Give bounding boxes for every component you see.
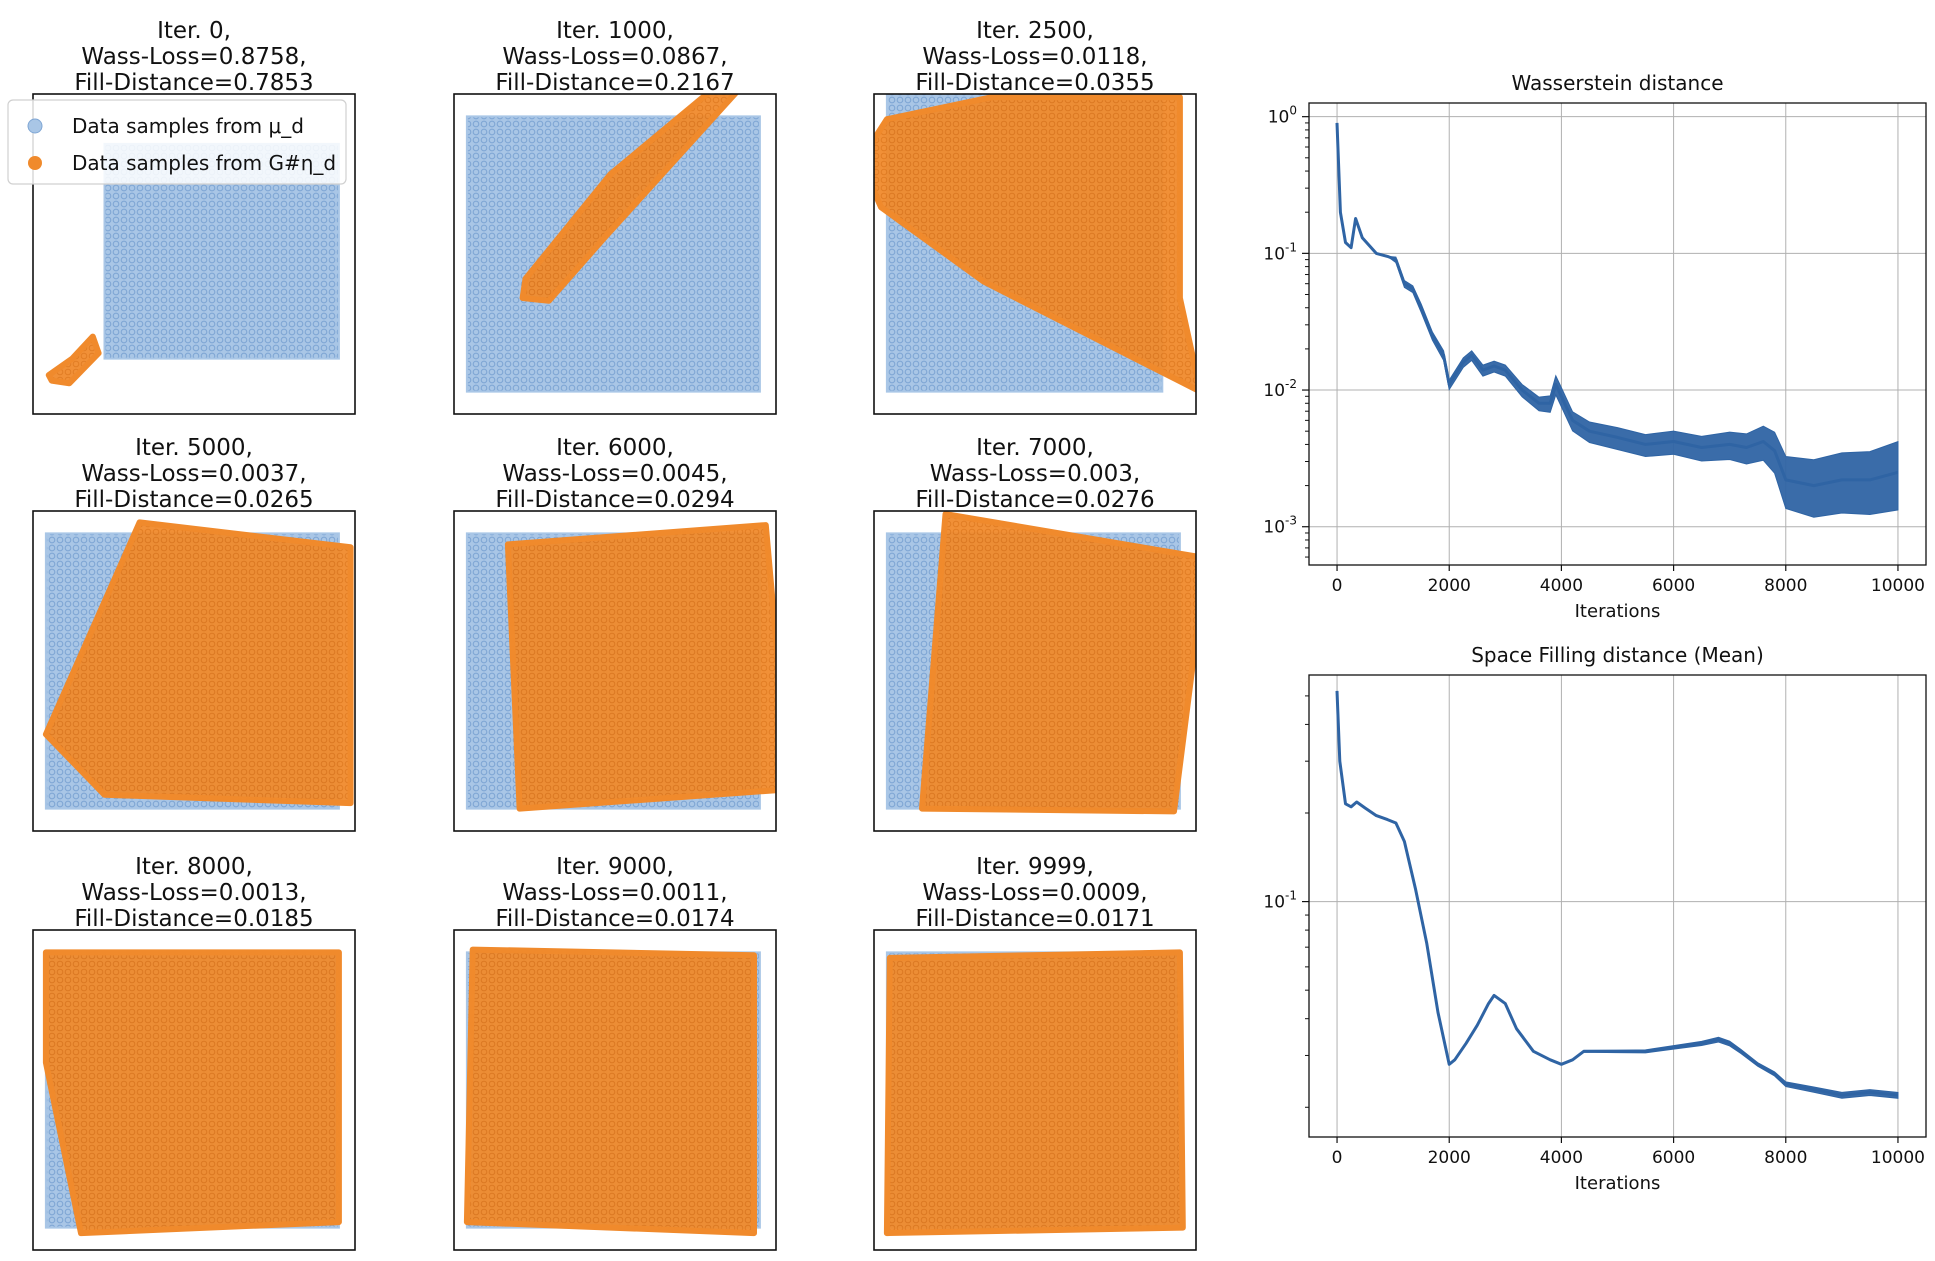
panel-wass-loss-label: Wass-Loss=0.8758, <box>81 44 306 70</box>
generated-samples-region <box>463 946 757 1237</box>
legend: Data samples from μ_d Data samples from G… <box>7 99 347 185</box>
line-chart: Space Filling distance (Mean) 0 2000 4000 60… <box>1263 643 1927 1194</box>
x-tick-label: 10000 <box>1871 576 1925 596</box>
panel-wass-loss-label: Wass-Loss=0.0118, <box>922 44 1147 70</box>
generated-samples-region <box>874 94 1196 393</box>
panel-fill-distance-label: Fill-Distance=0.0185 <box>74 906 313 932</box>
snapshot-panel: Iter. 9999,Wass-Loss=0.0009,Fill-Distanc… <box>873 854 1197 1251</box>
legend-label-generated: Data samples from G#η_d <box>72 151 336 175</box>
x-tick-label: 2000 <box>1428 1148 1471 1168</box>
panel-wass-loss-label: Wass-Loss=0.0867, <box>502 44 727 70</box>
panel-fill-distance-label: Fill-Distance=0.0171 <box>915 906 1154 932</box>
chart-title: Space Filling distance (Mean) <box>1471 643 1764 667</box>
snapshot-panel: Iter. 6000,Wass-Loss=0.0045,Fill-Distanc… <box>453 435 777 832</box>
series-line <box>1335 122 1899 488</box>
snapshot-panel: Iter. 8000,Wass-Loss=0.0013,Fill-Distanc… <box>32 854 356 1251</box>
series-noise-band <box>1336 122 1899 518</box>
panel-frame <box>32 510 356 832</box>
x-tick-label: 0 <box>1332 1148 1343 1168</box>
x-tick-label: 6000 <box>1652 1148 1695 1168</box>
generated-samples-region <box>519 94 739 304</box>
x-tick-label: 0 <box>1332 576 1343 596</box>
generated-samples-region <box>504 522 776 812</box>
y-tick-label: 10-1 <box>1263 240 1297 264</box>
panel-frame <box>32 93 356 415</box>
panel-iteration-label: Iter. 7000, <box>976 435 1094 461</box>
generated-samples-region <box>42 519 354 807</box>
panel-iteration-label: Iter. 9999, <box>976 854 1094 880</box>
panel-fill-distance-label: Fill-Distance=0.0265 <box>74 487 313 513</box>
generated-samples-region <box>45 333 102 387</box>
x-axis-label: Iterations <box>1575 601 1661 622</box>
snapshot-panel: Iter. 7000,Wass-Loss=0.003,Fill-Distance… <box>873 435 1197 832</box>
snapshot-panel: Iter. 5000,Wass-Loss=0.0037,Fill-Distanc… <box>32 435 356 832</box>
plot-frame <box>1308 674 1927 1138</box>
generated-samples-region <box>883 949 1186 1237</box>
x-tick-label: 4000 <box>1540 576 1583 596</box>
panel-frame <box>32 929 356 1251</box>
legend-marker-generated <box>28 156 42 170</box>
panel-fill-distance-label: Fill-Distance=0.0174 <box>495 906 734 932</box>
panel-frame <box>873 929 1197 1251</box>
panel-fill-distance-label: Fill-Distance=0.0294 <box>495 487 734 513</box>
y-tick-label: 10-3 <box>1263 514 1297 538</box>
series-noise-band <box>1336 690 1899 1099</box>
panel-iteration-label: Iter. 6000, <box>556 435 674 461</box>
panel-fill-distance-label: Fill-Distance=0.0276 <box>915 487 1154 513</box>
panel-wass-loss-label: Wass-Loss=0.0013, <box>81 880 306 906</box>
panel-fill-distance-label: Fill-Distance=0.0355 <box>915 70 1154 96</box>
y-tick-label: 100 <box>1268 104 1297 128</box>
snapshot-panel: Iter. 2500,Wass-Loss=0.0118,Fill-Distanc… <box>873 18 1197 415</box>
panel-fill-distance-label: Fill-Distance=0.7853 <box>74 70 313 96</box>
x-tick-label: 10000 <box>1871 1148 1925 1168</box>
panel-iteration-label: Iter. 2500, <box>976 18 1094 44</box>
y-tick-label: 10-2 <box>1263 377 1297 401</box>
generated-samples-region <box>919 511 1196 815</box>
legend-label-uniform: Data samples from μ_d <box>72 114 304 138</box>
legend-marker-uniform <box>27 118 43 134</box>
panel-iteration-label: Iter. 5000, <box>135 435 253 461</box>
panel-iteration-label: Iter. 1000, <box>556 18 674 44</box>
panel-fill-distance-label: Fill-Distance=0.2167 <box>495 70 734 96</box>
generated-samples-region <box>42 949 342 1237</box>
chart-title: Wasserstein distance <box>1511 71 1723 95</box>
snapshot-panel: Iter. 1000,Wass-Loss=0.0867,Fill-Distanc… <box>453 18 777 415</box>
panel-wass-loss-label: Wass-Loss=0.0011, <box>502 880 727 906</box>
panel-frame <box>873 510 1197 832</box>
panel-iteration-label: Iter. 0, <box>157 18 231 44</box>
snapshot-panel: Iter. 9000,Wass-Loss=0.0011,Fill-Distanc… <box>453 854 777 1251</box>
panel-wass-loss-label: Wass-Loss=0.003, <box>930 461 1141 487</box>
panel-frame <box>453 510 777 832</box>
series-line <box>1335 690 1899 1097</box>
panel-wass-loss-label: Wass-Loss=0.0009, <box>922 880 1147 906</box>
legend-box <box>7 99 347 185</box>
plot-frame <box>1308 102 1927 566</box>
panel-iteration-label: Iter. 9000, <box>556 854 674 880</box>
x-axis-label: Iterations <box>1575 1173 1661 1194</box>
panel-wass-loss-label: Wass-Loss=0.0037, <box>81 461 306 487</box>
panel-frame <box>453 929 777 1251</box>
x-tick-label: 8000 <box>1764 576 1807 596</box>
x-tick-label: 2000 <box>1428 576 1471 596</box>
panel-frame <box>873 93 1197 415</box>
snapshot-panel: Iter. 0,Wass-Loss=0.8758,Fill-Distance=0… <box>32 18 356 415</box>
uniform-samples-region <box>465 115 761 393</box>
y-tick-label: 10-1 <box>1263 889 1297 913</box>
panel-iteration-label: Iter. 8000, <box>135 854 253 880</box>
panel-frame <box>453 93 777 415</box>
x-tick-label: 4000 <box>1540 1148 1583 1168</box>
x-tick-label: 8000 <box>1764 1148 1807 1168</box>
x-tick-label: 6000 <box>1652 576 1695 596</box>
panel-wass-loss-label: Wass-Loss=0.0045, <box>502 461 727 487</box>
line-chart: Wasserstein distance 0 2000 4000 6000 8000 100… <box>1263 71 1927 622</box>
